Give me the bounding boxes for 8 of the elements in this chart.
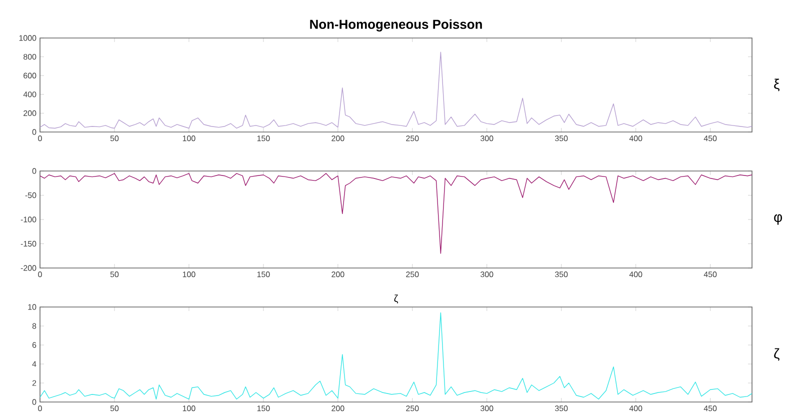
chart-title: ζ: [394, 294, 398, 304]
y-axis-title: ζ: [774, 348, 780, 361]
y-axis-title: φ: [774, 214, 782, 225]
y-axis-title: ξ: [774, 78, 780, 92]
chart-title: Non-Homogeneous Poisson: [310, 19, 482, 32]
line-series: [40, 52, 752, 129]
line-series: [40, 312, 752, 400]
line-series: [40, 173, 752, 254]
